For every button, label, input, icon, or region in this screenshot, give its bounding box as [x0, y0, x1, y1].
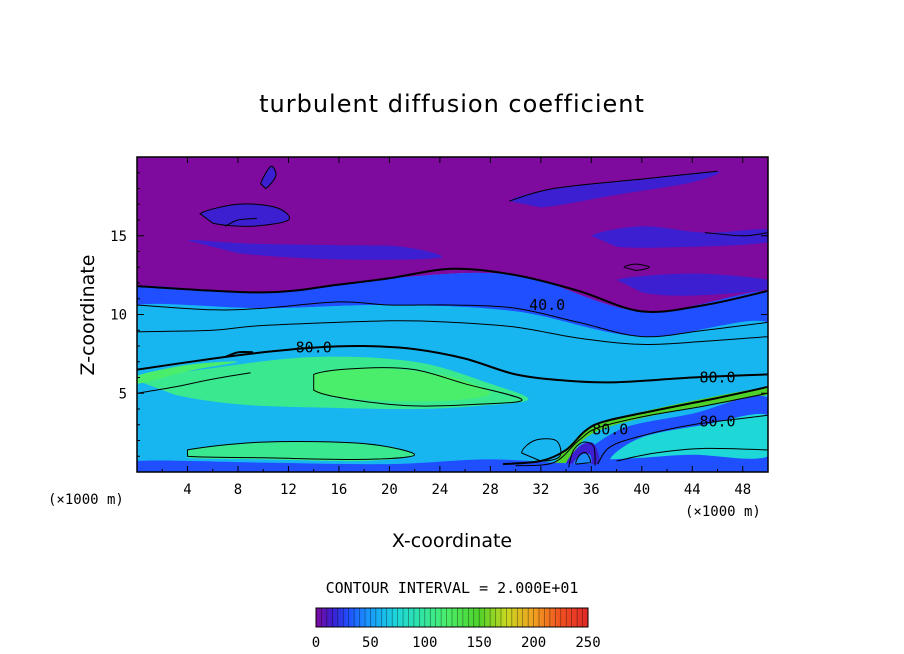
contour-c-upper-3: [509, 170, 718, 202]
colorbar-tick-label: 150: [467, 635, 492, 651]
colorbar-tick-label: 250: [575, 635, 600, 651]
field-region-lower-green: [187, 441, 415, 462]
field-heatmap: [137, 157, 768, 472]
field-region-slope-yellow: [553, 386, 768, 465]
contour-c-blob-a: [521, 438, 562, 462]
x-tick-label: 12: [280, 482, 297, 498]
contour-c-vortex-1: [568, 441, 596, 468]
contour-c100b: [187, 441, 416, 460]
chart-title: turbulent diffusion coefficient: [259, 90, 645, 118]
colorbar-tick-label: 50: [362, 635, 379, 651]
contour-c100: [313, 367, 523, 407]
colorbar-tick-label: 100: [412, 635, 437, 651]
contour-label-0: 40.0: [529, 296, 565, 314]
contour-label-3: 80.0: [699, 413, 735, 431]
contour-c-upper-2: [260, 165, 277, 190]
x-tick-label: 36: [583, 482, 600, 498]
colorbar-stripes: [321, 608, 583, 627]
contour-c-upper-1: [199, 203, 290, 227]
field-region-ground-band: [137, 459, 768, 472]
y-tick-label: 15: [110, 229, 127, 245]
x-tick-label: 48: [734, 482, 751, 498]
field-region-upper-blob-2: [509, 171, 720, 208]
contour-c-slope-1: [502, 385, 768, 466]
contour-c80: [137, 344, 768, 384]
x-axis: 4 8 12 16 20 24 28 32 36 40 44 48: [161, 157, 751, 498]
field-region-lee-cyan: [610, 413, 768, 460]
field-region-bright-green-core: [313, 368, 491, 402]
colorbar-tick-label: 200: [521, 635, 546, 651]
contour-c-vortex-2: [575, 452, 591, 465]
contour-c-small-2: [623, 263, 650, 271]
contour-label-1: 80.0: [296, 339, 332, 357]
contour-c60: [137, 320, 768, 345]
contour-label-4: 80.0: [592, 420, 628, 438]
x-tick-label: 28: [482, 482, 499, 498]
field-region-vortex-core: [573, 453, 592, 465]
contour-labels: 40.0 80.0 80.0 80.0 80.0: [296, 296, 736, 438]
contour-label-2: 80.0: [699, 369, 735, 387]
colorbar: 0 50 100 150 200 250: [312, 607, 601, 651]
x-unit-right: (×1000 m): [685, 504, 761, 520]
y-tick-label: 10: [110, 308, 127, 324]
colorbar-tick-label: 0: [312, 635, 320, 651]
field-region-upper-blob-1: [200, 203, 290, 227]
y-axis: 5 10 15: [110, 172, 768, 457]
field-region-upper-blob-5: [187, 240, 442, 260]
contour-c40: [137, 301, 768, 338]
contour-c80b: [137, 372, 251, 394]
field-region-upper-blob-6: [616, 273, 768, 296]
field-region-upper-blob-4: [591, 226, 768, 248]
x-tick-label: 44: [684, 482, 701, 498]
x-tick-label: 4: [183, 482, 191, 498]
x-axis-label: X-coordinate: [392, 530, 512, 552]
colorbar-ticks: 0 50 100 150 200 250: [312, 635, 601, 651]
contour-c-small-1: [224, 350, 254, 358]
contour-c-lee-1: [597, 414, 768, 465]
contour-c-upper-4: [704, 232, 768, 237]
contour-c-upper-5: [225, 217, 257, 227]
x-tick-label: 40: [633, 482, 650, 498]
field-region-upper-blob-3: [260, 166, 276, 189]
y-axis-label: Z-coordinate: [77, 255, 99, 376]
x-tick-label: 16: [330, 482, 347, 498]
contour-interval-text: CONTOUR INTERVAL = 2.000E+01: [326, 579, 579, 597]
field-region-stratosphere: [137, 157, 768, 313]
contour-c-lee-2: [616, 447, 768, 462]
field-region-left-wedge: [137, 361, 238, 384]
x-tick-label: 8: [234, 482, 242, 498]
y-tick-label: 5: [119, 386, 127, 402]
x-tick-label: 32: [532, 482, 549, 498]
x-tick-label: 20: [381, 482, 398, 498]
contour-c20: [137, 267, 768, 313]
x-unit-left: (×1000 m): [48, 492, 124, 508]
contour-c-slope-2: [515, 392, 768, 467]
x-tick-label: 24: [431, 482, 448, 498]
contour-lines: [137, 165, 768, 468]
